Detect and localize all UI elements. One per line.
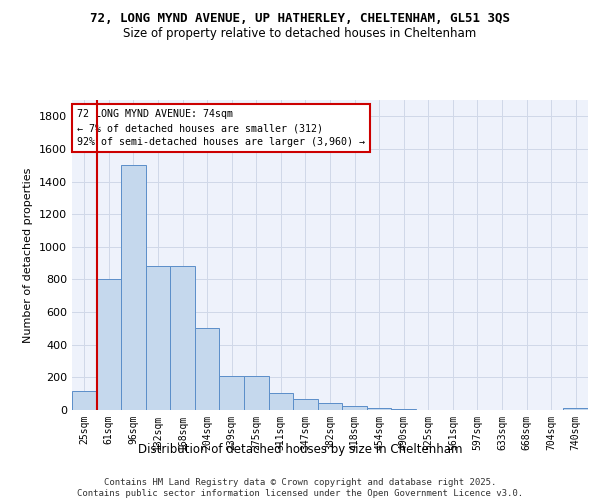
Bar: [220, 376, 244, 410]
Bar: [269, 393, 293, 410]
Text: 72, LONG MYND AVENUE, UP HATHERLEY, CHELTENHAM, GL51 3QS: 72, LONG MYND AVENUE, UP HATHERLEY, CHEL…: [90, 12, 510, 26]
Bar: [146, 266, 170, 410]
Bar: [170, 266, 195, 410]
Text: Distribution of detached houses by size in Cheltenham: Distribution of detached houses by size …: [138, 442, 462, 456]
Bar: [97, 278, 121, 410]
Bar: [342, 406, 367, 410]
Bar: [121, 166, 146, 410]
Y-axis label: Number of detached properties: Number of detached properties: [23, 168, 34, 342]
Bar: [293, 400, 318, 410]
Text: Size of property relative to detached houses in Cheltenham: Size of property relative to detached ho…: [124, 28, 476, 40]
Bar: [391, 409, 416, 410]
Text: 72 LONG MYND AVENUE: 74sqm
← 7% of detached houses are smaller (312)
92% of semi: 72 LONG MYND AVENUE: 74sqm ← 7% of detac…: [77, 110, 365, 148]
Bar: [318, 404, 342, 410]
Bar: [367, 408, 391, 410]
Bar: [244, 376, 269, 410]
Text: Contains HM Land Registry data © Crown copyright and database right 2025.
Contai: Contains HM Land Registry data © Crown c…: [77, 478, 523, 498]
Bar: [563, 408, 588, 410]
Bar: [195, 328, 220, 410]
Bar: [72, 391, 97, 410]
